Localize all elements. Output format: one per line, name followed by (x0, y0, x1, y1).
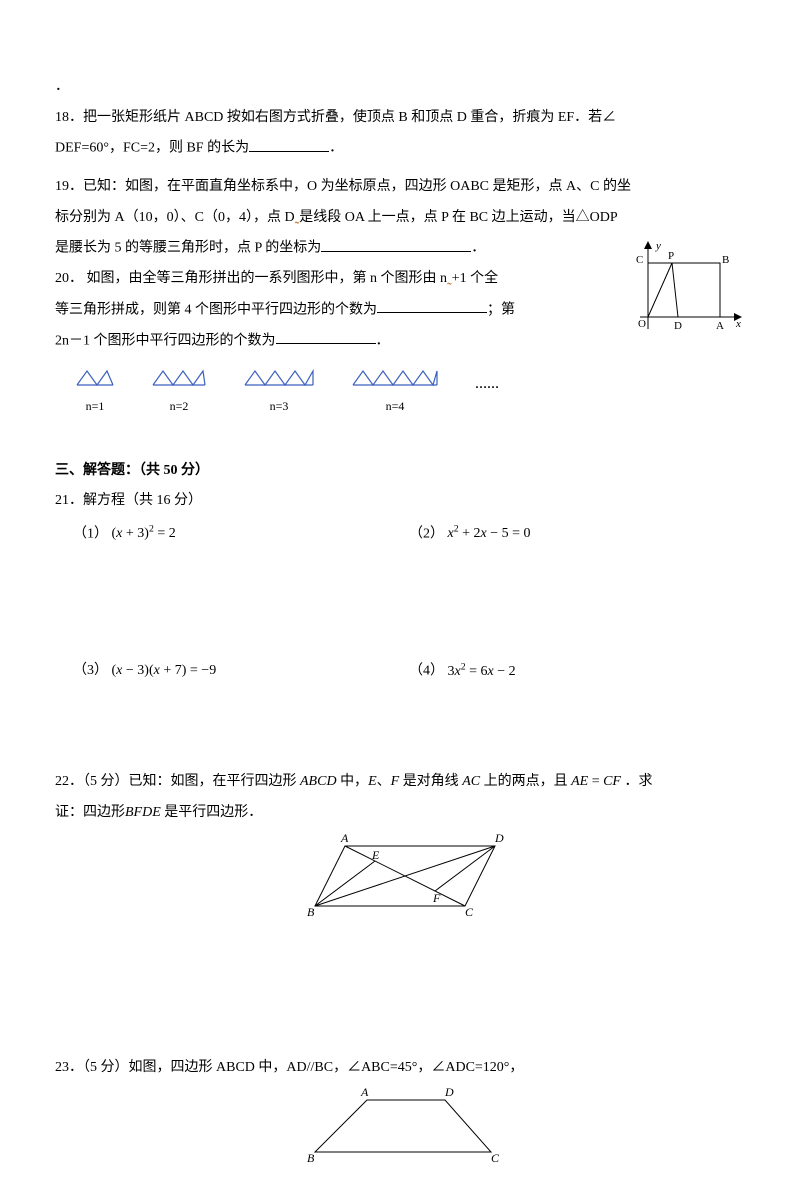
q22-label: 22． (55, 774, 83, 789)
q22-figure: A D E B F C (55, 830, 745, 931)
q19-blank (321, 235, 471, 251)
q22-it1: ABCD (300, 774, 337, 789)
tri-dots: …… (475, 367, 499, 396)
svg-text:D: D (444, 1086, 454, 1099)
q23-text: （5 分）如图，四边形 ABCD 中，AD//BC，∠ABC=45°，∠ADC=… (83, 1060, 523, 1075)
q20-punct: ． (376, 333, 390, 348)
q18-text-a: 把一张矩形纸片 ABCD 按如右图方式折叠，使顶点 B 和顶点 D 重合，折痕为… (83, 110, 616, 125)
svg-text:A: A (340, 831, 349, 845)
q21-part4: （4） 3x2 = 6x − 2 (409, 658, 745, 685)
q22-text-g: ．求 (624, 774, 652, 789)
q22-text-c: 、 (377, 774, 391, 789)
tri-n4: n=4 (351, 367, 439, 418)
q18-label: 18． (55, 110, 83, 125)
q18-punct: ． (329, 141, 343, 156)
q21-p3-no: （3） (73, 663, 108, 678)
q23-figure: A D B C (55, 1086, 745, 1175)
q22-text-b: 中， (340, 774, 368, 789)
svg-text:B: B (307, 1151, 315, 1164)
period-mark: ． (55, 74, 745, 101)
q20-text-b: 等三角形拼成，则第 4 个图形中平行四边形的个数为 (55, 302, 377, 317)
q19-text-a: 已知：如图，在平面直角坐标系中，O 为坐标原点，四边形 OABC 是矩形，点 A… (83, 179, 631, 194)
q22-it6: CF (603, 774, 621, 789)
q20-label: 20． (55, 271, 83, 286)
svg-text:C: C (491, 1151, 500, 1164)
svg-text:E: E (371, 848, 380, 862)
q21-part1: （1） (x + 3)2 = 2 (55, 521, 409, 548)
svg-text:B: B (307, 905, 315, 919)
svg-text:D: D (674, 320, 682, 332)
q22-text-h: 证：四边形 (55, 805, 125, 820)
q22-text-i: 是平行四边形． (164, 805, 262, 820)
q22-it4: AC (462, 774, 480, 789)
svg-text:P: P (668, 250, 674, 262)
svg-text:C: C (636, 254, 643, 266)
q22-text-e: 上的两点，且 (484, 774, 568, 789)
svg-text:D: D (494, 831, 504, 845)
q19-text-c: 是腰长为 5 的等腰三角形时，点 P 的坐标为 (55, 241, 321, 256)
svg-text:y: y (655, 240, 661, 252)
tri-label-2: n=2 (151, 395, 207, 418)
svg-text:A: A (360, 1086, 369, 1099)
q20-text-a1: 如图，由全等三角形拼出的一系列图形中，第 n 个图形由 n (83, 271, 447, 286)
tri-n1: n=1 (75, 367, 115, 418)
q21-head: 21．解方程（共 16 分） (55, 488, 745, 515)
q20-text-d: 2n－1 个图形中平行四边形的个数为 (55, 333, 276, 348)
q20-text-c: ；第 (487, 302, 515, 317)
q18-line1: 18．把一张矩形纸片 ABCD 按如右图方式折叠，使顶点 B 和顶点 D 重合，… (55, 105, 745, 132)
coord-figure: y x O A B C D P (610, 239, 745, 346)
q22-line1: 22．（5 分）已知：如图，在平行四边形 ABCD 中，E、F 是对角线 AC … (55, 769, 745, 796)
q22-it2: E (368, 774, 377, 789)
q19-text-b2: 是线段 OA 上一点，点 P 在 BC 边上运动，当△ODP (299, 210, 617, 225)
q22-text-a: （5 分）已知：如图，在平行四边形 (83, 774, 297, 789)
q22-text-f: = (592, 774, 603, 789)
q21-p1-no: （1） (73, 526, 108, 541)
q20-text-a2: +1 个全 (452, 271, 498, 286)
svg-text:x: x (735, 318, 741, 330)
svg-text:F: F (432, 891, 441, 905)
svg-text:A: A (716, 320, 724, 332)
svg-text:O: O (638, 318, 646, 330)
section3-title: 三、解答题：（共 50 分） (55, 458, 745, 485)
q18-text-b: DEF=60°，FC=2，则 BF 的长为 (55, 141, 249, 156)
q22-line2: 证：四边形BFDE 是平行四边形． (55, 800, 745, 827)
svg-text:B: B (722, 254, 729, 266)
q21-row2: （3） (x − 3)(x + 7) = −9 （4） 3x2 = 6x − 2 (55, 658, 745, 685)
tri-n3: n=3 (243, 367, 315, 418)
q19-label: 19． (55, 179, 83, 194)
q19-punct: ． (471, 241, 485, 256)
q21-part2: （2） x2 + 2x − 5 = 0 (409, 521, 745, 548)
q21-title: 解方程（共 16 分） (83, 493, 202, 508)
q21-p2-no: （2） (409, 526, 444, 541)
q19-line2: 标分别为 A（10，0）、C（0，4），点 D˷是线段 OA 上一点，点 P 在… (55, 205, 745, 232)
q22-text-d: 是对角线 (403, 774, 459, 789)
q18-blank (249, 135, 329, 151)
q20-blank-2 (276, 328, 376, 344)
q22-it3: F (391, 774, 400, 789)
q19-line1: 19．已知：如图，在平面直角坐标系中，O 为坐标原点，四边形 OABC 是矩形，… (55, 174, 745, 201)
q21-part3: （3） (x − 3)(x + 7) = −9 (55, 658, 409, 685)
tri-label-1: n=1 (75, 395, 115, 418)
q20-blank-1 (377, 297, 487, 313)
tri-label-5: …… (475, 377, 499, 391)
q23-label: 23． (55, 1060, 83, 1075)
q22-it7: BFDE (125, 805, 161, 820)
triangle-series: n=1 n=2 n=3 n=4 …… (75, 367, 745, 418)
q21-p4-no: （4） (409, 664, 444, 679)
tri-n2: n=2 (151, 367, 207, 418)
q18-line2: DEF=60°，FC=2，则 BF 的长为 ． (55, 135, 745, 162)
tri-label-3: n=3 (243, 395, 315, 418)
q21-row1: （1） (x + 3)2 = 2 （2） x2 + 2x − 5 = 0 (55, 521, 745, 548)
q21-label: 21． (55, 493, 83, 508)
q23-line: 23．（5 分）如图，四边形 ABCD 中，AD//BC，∠ABC=45°，∠A… (55, 1055, 745, 1082)
tri-label-4: n=4 (351, 395, 439, 418)
q22-it5: AE (571, 774, 588, 789)
svg-text:C: C (465, 905, 474, 919)
q19-text-b1: 标分别为 A（10，0）、C（0，4），点 D (55, 210, 295, 225)
